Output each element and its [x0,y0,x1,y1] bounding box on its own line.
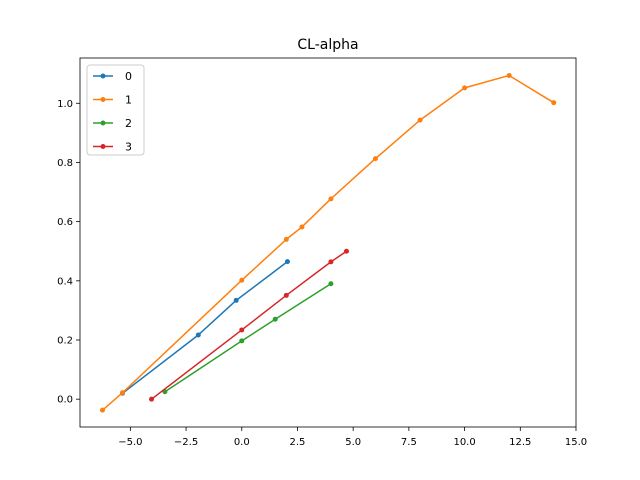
y-tick-label: 0.0 [57,395,73,406]
axes-frame [79,57,577,428]
x-tick-label: 12.5 [509,437,531,448]
legend-3-label: 3 [125,141,132,154]
series-0-line [122,260,288,394]
series-3-point [239,327,245,333]
y-tick-label: 0.2 [57,336,73,347]
series-3-point [283,292,289,298]
series-1-point [506,72,512,78]
plot-area [100,72,557,413]
series-1-point [299,224,305,230]
series-0-point [195,332,201,338]
series-2-point [328,281,334,287]
series-0-point [284,259,290,265]
legend-box [86,64,145,156]
series-1-point [283,236,289,242]
legend-2-marker [100,120,106,126]
series-1-point [462,85,468,91]
series-3-point [149,396,155,402]
legend-2-label: 2 [125,117,132,130]
legend-0-marker [100,73,106,79]
y-tick-label: 0.6 [57,217,73,228]
series-1-point [551,100,557,106]
x-tick-label: 15.0 [565,437,587,448]
x-tick-label: 10.0 [453,437,475,448]
axes: −5.0 −2.5 0.0 2.5 5.0 7.5 10.0 12.5 15.0 0.0 0.2 0.… [57,57,587,448]
series-2-point [239,338,245,344]
series-1-point [120,390,126,396]
x-tick-label: 0.0 [234,437,250,448]
x-tick-label: 7.5 [401,437,417,448]
x-tick-label: 5.0 [345,437,361,448]
y-tick-label: 1.0 [57,99,73,110]
y-tick-label: 0.8 [57,158,73,169]
series-2-line [164,283,332,393]
y-tick-label: 0.4 [57,276,73,287]
series-1-point [372,156,378,162]
series-3-point [343,248,349,254]
legend-0-label: 0 [125,70,132,83]
x-tick-label: 2.5 [290,437,306,448]
series-1-point [100,407,105,413]
legend-1-marker [100,97,106,102]
x-tick-label: −2.5 [174,437,198,448]
legend: 0 1 2 3 [86,64,145,156]
chart-title: CL-alpha [297,37,358,53]
series-2-point [272,316,278,322]
series-1-point [417,117,423,123]
series-1-point [328,196,334,202]
series-0-point [233,297,239,303]
legend-1-label: 1 [125,94,132,107]
legend-3-marker [100,144,106,149]
x-tick-label: −5.0 [118,437,142,448]
series-3-point [328,259,334,265]
series-1-point [239,277,245,283]
